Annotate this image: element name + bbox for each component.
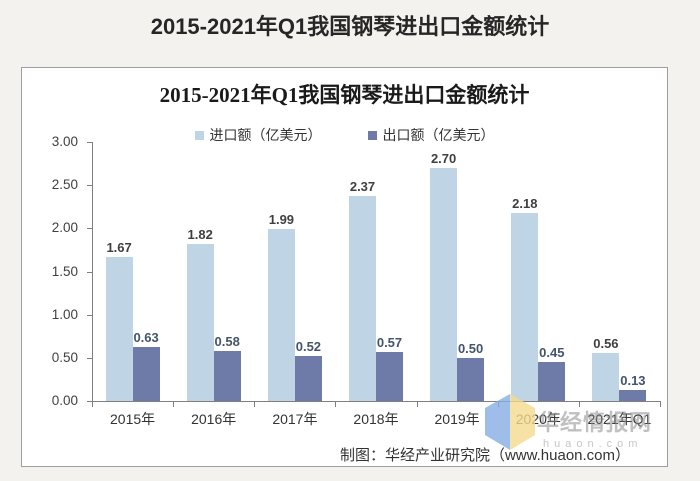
y-axis-line xyxy=(92,142,93,401)
x-axis-label-2019年: 2019年 xyxy=(434,411,480,427)
data-label-export-2016年: 0.58 xyxy=(214,333,240,349)
legend-item-import: 进口额（亿美元） xyxy=(194,125,322,145)
chart-container: 0.00 0.50 1.00 1.50 2.00 2.50 3.00 1.67 0.63 2015… xyxy=(21,67,668,467)
data-label-import-2019年: 2.70 xyxy=(430,150,457,166)
legend-swatch-import-icon xyxy=(194,130,204,140)
y-axis-label: 1.50 xyxy=(51,264,78,279)
y-axis-tick xyxy=(87,142,92,143)
bar-import-2017年 xyxy=(267,229,295,401)
bar-export-2021年Q1 xyxy=(619,389,647,401)
y-axis-label: 2.00 xyxy=(51,220,78,235)
legend-label-import: 进口额（亿美元） xyxy=(209,127,322,143)
x-axis-tick xyxy=(173,401,175,407)
data-label-import-2018年: 2.37 xyxy=(349,179,376,195)
y-axis-tick xyxy=(87,185,92,186)
bar-export-2020年 xyxy=(538,362,566,401)
data-label-export-2017年: 0.52 xyxy=(295,339,322,355)
data-label-import-2021年Q1: 0.56 xyxy=(593,335,619,351)
bar-import-2019年 xyxy=(430,167,458,401)
x-axis-tick xyxy=(660,401,661,407)
bar-export-2016年 xyxy=(213,350,241,401)
legend: 进口额（亿美元） 出口额（亿美元） xyxy=(22,125,667,145)
bar-import-2018年 xyxy=(349,196,376,401)
data-label-import-2020年: 2.18 xyxy=(512,195,538,211)
y-axis-tick xyxy=(87,358,92,359)
y-axis-label: 0.50 xyxy=(51,350,78,365)
legend-swatch-export-icon xyxy=(367,130,377,140)
x-axis-tick xyxy=(92,401,93,407)
y-axis-label: 2.50 xyxy=(51,177,78,192)
x-axis-tick xyxy=(578,401,580,407)
y-axis-tick xyxy=(87,315,92,316)
data-label-import-2017年: 1.99 xyxy=(268,212,295,228)
bar-export-2018年 xyxy=(376,351,403,401)
y-axis-tick xyxy=(87,228,92,229)
data-label-export-2020年: 0.45 xyxy=(539,345,565,361)
bar-import-2016年 xyxy=(186,243,214,401)
y-axis-tick xyxy=(87,401,92,402)
page-title: 2015-2021年Q1我国钢琴进出口金额统计 xyxy=(150,14,550,39)
x-axis-label-2015年: 2015年 xyxy=(110,411,156,427)
x-axis-label-2021年Q1: 2021年Q1 xyxy=(587,411,652,427)
bar-import-2015年 xyxy=(105,256,133,401)
x-axis-label-2016年: 2016年 xyxy=(191,411,237,427)
plot-area: 0.00 0.50 1.00 1.50 2.00 2.50 3.00 1.67 0.63 2015… xyxy=(22,68,669,468)
x-axis-tick xyxy=(254,401,256,407)
data-label-export-2019年: 0.50 xyxy=(457,340,484,356)
x-axis-tick xyxy=(416,401,418,407)
data-label-export-2021年Q1: 0.13 xyxy=(620,372,646,388)
x-axis-tick xyxy=(497,401,499,407)
source-note: 制图：华经产业研究院（www.huaon.com） xyxy=(339,447,631,464)
x-axis-tick xyxy=(335,401,337,407)
data-label-export-2015年: 0.63 xyxy=(133,329,159,345)
x-axis-line xyxy=(92,401,661,402)
bar-export-2019年 xyxy=(457,357,485,401)
bar-import-2021年Q1 xyxy=(592,352,620,401)
legend-item-export: 出口额（亿美元） xyxy=(367,125,495,145)
x-axis-label-2018年: 2018年 xyxy=(353,411,399,427)
y-axis-label: 1.00 xyxy=(51,307,78,322)
chart-title: 2015-2021年Q1我国钢琴进出口金额统计 xyxy=(159,83,530,107)
y-axis-label: 3.00 xyxy=(51,134,78,149)
bar-import-2020年 xyxy=(511,212,539,401)
x-axis-label-2017年: 2017年 xyxy=(272,411,318,427)
data-label-import-2016年: 1.82 xyxy=(187,226,213,242)
y-axis-label: 0.00 xyxy=(51,393,78,408)
legend-label-export: 出口额（亿美元） xyxy=(382,127,495,143)
bar-export-2015年 xyxy=(132,346,160,401)
x-axis-label-2020年: 2020年 xyxy=(515,411,561,427)
y-axis-tick xyxy=(87,272,92,273)
data-label-export-2018年: 0.57 xyxy=(376,334,403,350)
data-label-import-2015年: 1.67 xyxy=(106,239,132,255)
bar-export-2017年 xyxy=(294,356,322,401)
